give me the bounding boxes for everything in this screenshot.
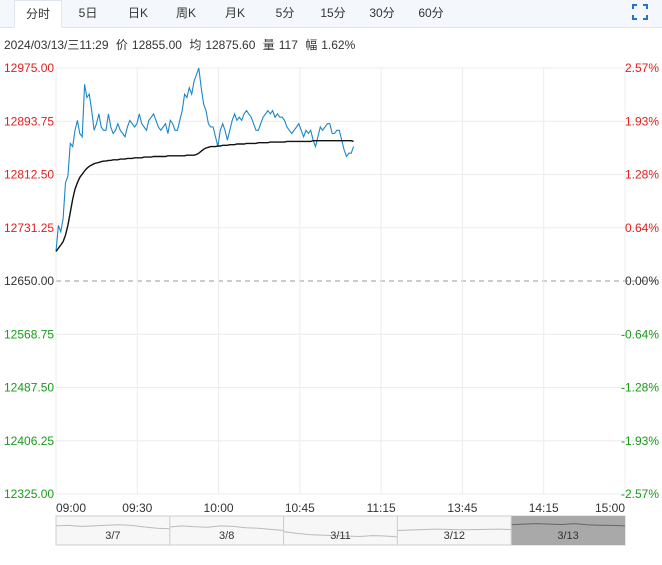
y-tick-label-left: 12893.75 [4,114,54,128]
price-value: 12855.00 [131,38,182,52]
tab-intraday[interactable]: 分时 [14,0,62,28]
x-axis-time-labels: 09:00 09:30 10:00 10:45 11:15 13:45 14:15 15:00 [56,501,625,515]
period-tab-bar: 分时 5日 日K 周K 月K 5分 15分 30分 60分 [0,0,662,28]
volume-value: 117 [278,38,298,52]
y-tick-label-right: -0.64% [621,327,659,341]
navigator-mini-line [55,524,170,530]
volume-label: 量 [262,38,275,52]
x-tick-label: 14:15 [529,501,559,515]
price-label: 价 [115,38,128,52]
y-tick-label-right: -2.57% [621,487,659,501]
y-tick-label-left: 12975.00 [4,61,54,75]
navigator-date-label: 3/8 [219,530,234,542]
series-lines [55,67,355,252]
navigator-selected-window [511,516,625,545]
y-tick-label-left: 12325.00 [4,487,54,501]
avg-value: 12875.60 [205,38,256,52]
tab-weekly-k[interactable]: 周K [175,6,196,20]
quote-datetime: 2024/03/13/三11:29 [4,38,109,52]
navigator-mini-line [397,528,512,531]
x-tick-label: 10:45 [285,501,315,515]
y-tick-label-right: 0.00% [625,274,659,288]
x-tick-label: 09:30 [122,501,152,515]
avg-label: 均 [189,38,202,52]
date-navigator[interactable]: 3/7 3/8 3/11 3/12 3/13 [55,515,626,546]
navigator-mini-line [511,523,626,527]
tab-monthly-k[interactable]: 月K [224,6,245,20]
x-tick-label: 13:45 [447,501,477,515]
y-tick-label-left: 12731.25 [4,221,54,235]
y-tick-label-left: 12812.50 [4,168,54,182]
x-tick-label: 09:00 [56,501,86,515]
y-tick-label-left: 12568.75 [4,327,54,341]
change-label: 幅 [305,38,318,52]
x-tick-label: 11:15 [367,501,396,515]
y-tick-label-right: 2.57% [625,61,659,75]
navigator-date-label: 3/11 [330,530,351,542]
x-tick-label: 10:00 [204,501,234,515]
y-tick-label-right: 1.28% [625,168,659,182]
tab-60-minute[interactable]: 60分 [418,6,444,20]
average-price-line [55,139,354,252]
tab-30-minute[interactable]: 30分 [369,6,395,20]
y-tick-label-left: 12650.00 [4,274,54,288]
y-tick-label-left: 12487.50 [4,381,54,395]
y-axis-price-labels: 12975.00 12893.75 12812.50 12731.25 12650.00… [4,61,54,501]
tab-5-day[interactable]: 5日 [78,6,98,20]
tab-5-minute[interactable]: 5分 [275,6,295,20]
y-tick-label-right: 1.93% [625,114,659,128]
y-tick-label-right: 0.64% [625,221,659,235]
change-value: 1.62% [321,38,356,52]
y-tick-label-left: 12406.25 [4,434,54,448]
chart-grid [55,67,655,495]
price-line [55,67,355,252]
navigator-date-label: 3/7 [105,530,120,542]
tab-15-minute[interactable]: 15分 [320,6,346,20]
navigator-mini-line [169,525,284,531]
navigator-mini-line [283,531,398,538]
x-tick-label: 15:00 [595,501,625,515]
tab-daily-k[interactable]: 日K [127,6,148,20]
y-tick-label-right: -1.28% [621,381,659,395]
navigator-date-label: 3/12 [444,530,465,542]
y-tick-label-right: -1.93% [621,434,659,448]
y-axis-percent-labels: 2.57% 1.93% 1.28% 0.64% 0.00% -0.64% -1.28% -1.… [621,61,659,501]
fullscreen-icon[interactable] [632,4,648,20]
navigator-date-label: 3/13 [557,530,578,542]
